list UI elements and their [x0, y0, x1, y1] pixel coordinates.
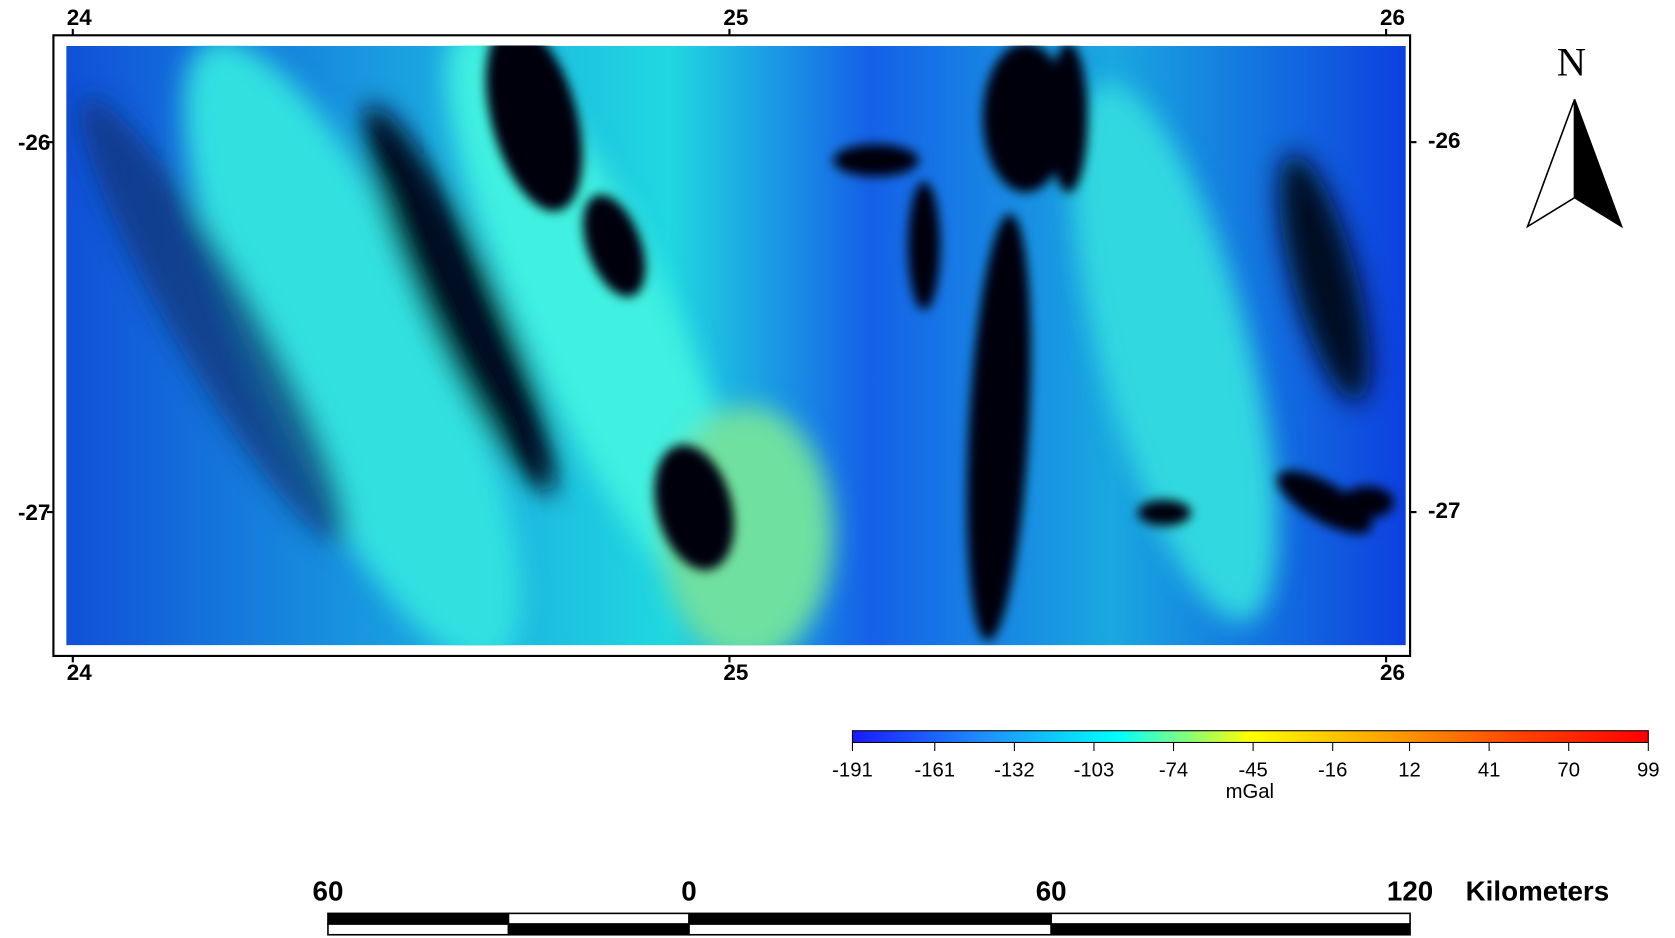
scale-segment [1051, 924, 1410, 935]
lon-label: 24 [67, 5, 92, 30]
colorbar-label: -74 [1159, 760, 1188, 782]
lat-label: -26 [1428, 128, 1460, 153]
colorbar-label: -16 [1318, 760, 1347, 782]
scale-segment [328, 924, 509, 935]
colorbar-label: -103 [1074, 760, 1115, 782]
scale-segment [328, 913, 509, 924]
scale-label: 60 [313, 875, 344, 906]
colorbar-label: 12 [1398, 760, 1421, 782]
lon-label: 26 [1380, 660, 1405, 685]
scale-segment [689, 924, 1051, 935]
lat-label: -27 [18, 500, 50, 525]
north-arrow: N [1528, 40, 1622, 227]
gravity-raster [48, 0, 1405, 703]
scale-segment [508, 913, 689, 924]
scale-segment [508, 924, 689, 935]
lat-label: -27 [1428, 498, 1460, 523]
map-page: N 24 24 25 25 26 26 -26 -26 -27 -27 -191 -161 -132 -1… [0, 0, 1675, 938]
scale-label: 0 [681, 875, 696, 906]
lon-label: 26 [1380, 5, 1405, 30]
colorbar-label: -161 [914, 760, 955, 782]
colorbar-label: -45 [1238, 760, 1267, 782]
lat-label: -26 [18, 130, 50, 155]
scale-segment [689, 913, 1051, 924]
colorbar-label: 70 [1557, 760, 1580, 782]
scale-unit: Kilometers [1466, 875, 1610, 906]
colorbar-unit: mGal [1226, 781, 1274, 803]
scale-label: 120 [1387, 875, 1433, 906]
colorbar-label: -191 [832, 760, 873, 782]
lon-label: 24 [67, 660, 92, 685]
colorbar-label: -132 [994, 760, 1035, 782]
scale-segment [1051, 913, 1410, 924]
scale-label: 60 [1036, 875, 1067, 906]
colorbar-label: 99 [1637, 760, 1660, 782]
lon-label: 25 [723, 5, 748, 30]
lon-label: 25 [723, 660, 748, 685]
north-label: N [1557, 40, 1586, 85]
colorbar [852, 731, 1648, 743]
colorbar-label: 41 [1478, 760, 1501, 782]
